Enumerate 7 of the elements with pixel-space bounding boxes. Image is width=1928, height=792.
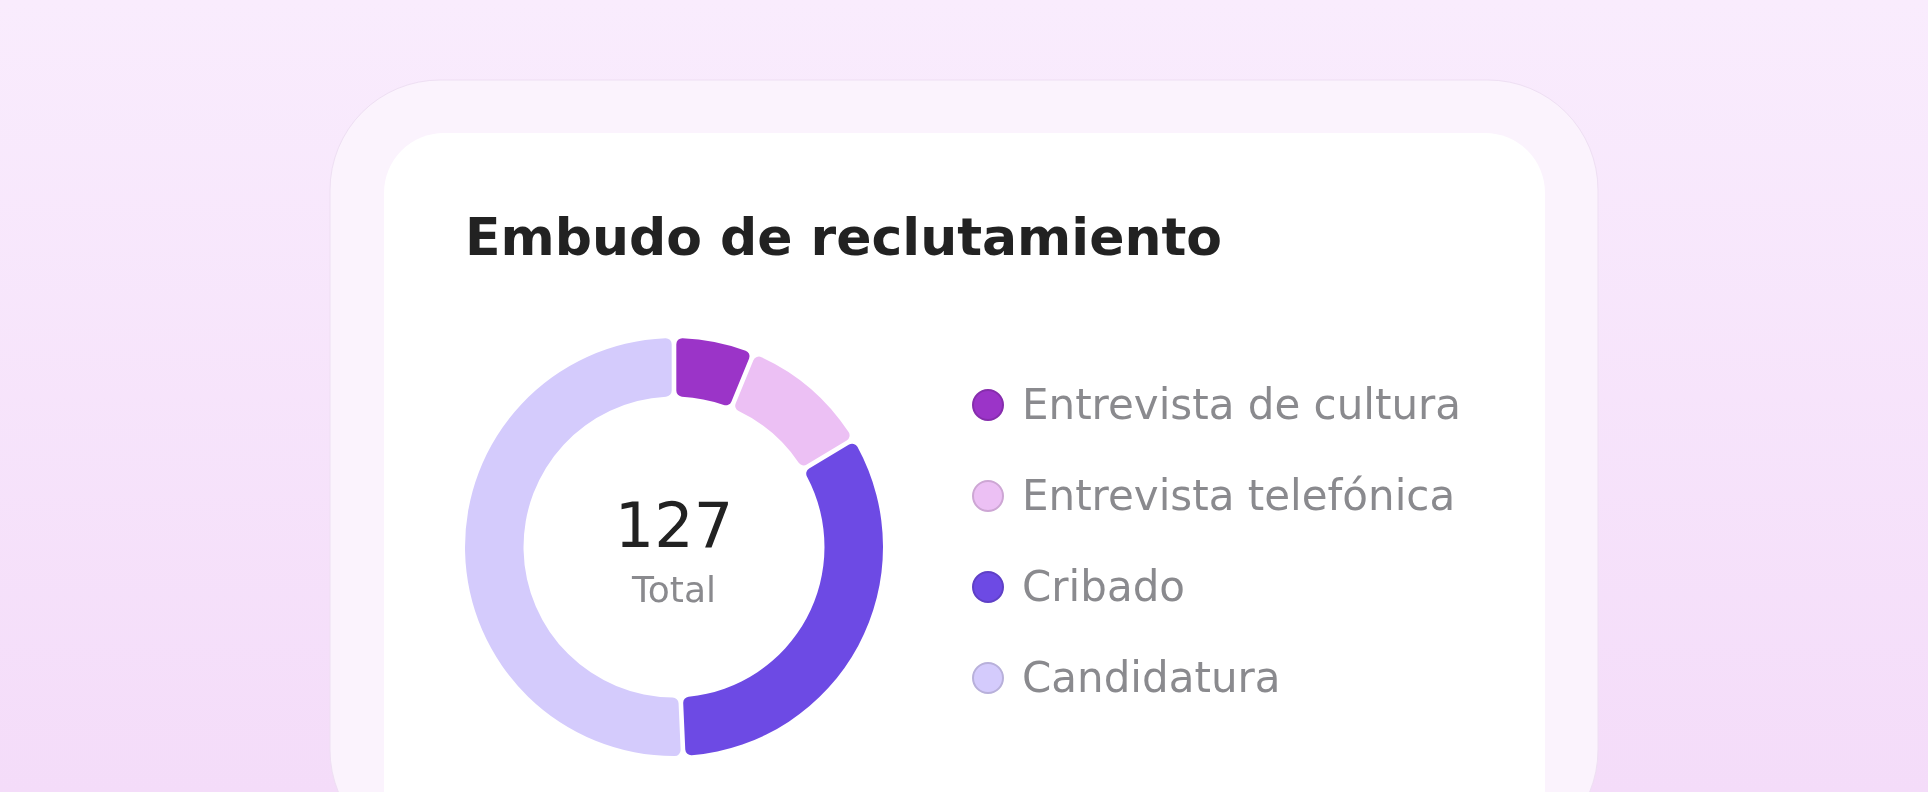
legend-label: Entrevista de cultura xyxy=(1022,380,1462,429)
legend-label: Entrevista telefónica xyxy=(1022,471,1456,520)
chart-title: Embudo de reclutamiento xyxy=(465,207,1222,267)
text: Total xyxy=(630,569,717,610)
legend-label: Cribado xyxy=(1022,562,1186,611)
legend-label: Candidatura xyxy=(1022,653,1281,702)
text: 127 xyxy=(614,489,734,562)
